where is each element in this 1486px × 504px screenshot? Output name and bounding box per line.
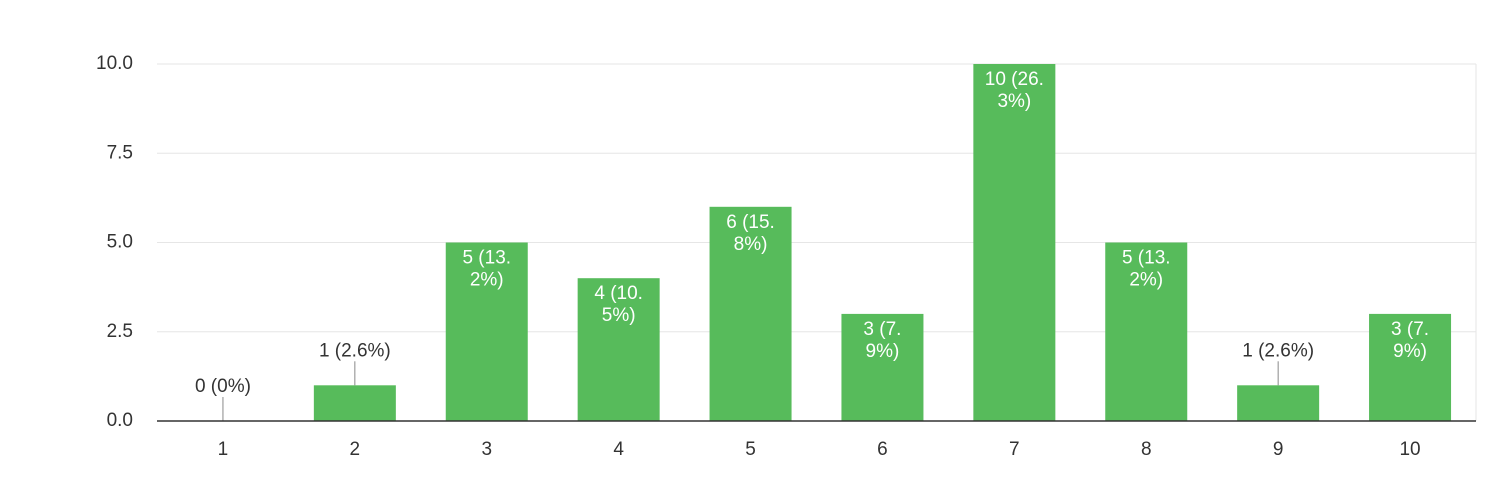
x-tick-label: 1 [218, 439, 229, 460]
value-label: 1 (2.6%) [1242, 340, 1314, 361]
y-tick-label: 7.5 [107, 142, 133, 163]
value-label-line: 10 (26. [985, 69, 1044, 90]
bar [973, 64, 1056, 421]
value-label-line: 3%) [997, 91, 1031, 112]
y-tick-label: 2.5 [107, 321, 133, 342]
x-tick-label: 2 [350, 439, 361, 460]
value-label-line: 3 (7. [863, 319, 901, 340]
bar [313, 385, 396, 421]
value-label: 4 (10. 5%) [594, 283, 643, 326]
bar [1105, 242, 1188, 421]
value-label-line: 5%) [602, 305, 636, 326]
value-label-line: 5 (13. [462, 248, 511, 269]
value-label-line: 2%) [470, 270, 504, 291]
value-label-line: 5 (13. [1122, 248, 1171, 269]
value-label-line: 9%) [866, 341, 900, 362]
value-label: 5 (13. 2%) [1122, 248, 1171, 291]
value-label: 3 (7. 9%) [1391, 319, 1429, 362]
bar [709, 206, 792, 421]
bar [1369, 313, 1452, 421]
y-tick-label: 10.0 [96, 53, 133, 74]
value-label-line: 6 (15. [726, 212, 775, 233]
value-label-line: 3 (7. [1391, 319, 1429, 340]
value-label: 5 (13. 2%) [462, 248, 511, 291]
value-label-line: 4 (10. [594, 283, 643, 304]
x-tick-label: 7 [1009, 439, 1020, 460]
value-label: 3 (7. 9%) [863, 319, 901, 362]
bar [1237, 385, 1320, 421]
x-tick-label: 5 [745, 439, 756, 460]
x-tick-label: 8 [1141, 439, 1152, 460]
value-label-line: 9%) [1393, 341, 1427, 362]
bar [841, 313, 924, 421]
bar [445, 242, 528, 421]
x-tick-label: 3 [481, 439, 492, 460]
value-label-line: 8%) [734, 234, 768, 255]
value-label: 6 (15. 8%) [726, 212, 775, 255]
x-tick-label: 9 [1273, 439, 1284, 460]
x-tick-label: 4 [613, 439, 624, 460]
bar [577, 278, 660, 421]
x-tick-label: 6 [877, 439, 888, 460]
value-label: 10 (26. 3%) [985, 69, 1044, 112]
value-label-line: 2%) [1129, 270, 1163, 291]
x-tick-label: 10 [1399, 439, 1420, 460]
y-tick-label: 0.0 [107, 410, 133, 431]
value-label: 1 (2.6%) [319, 340, 391, 361]
y-tick-label: 5.0 [107, 232, 133, 253]
value-label: 0 (0%) [195, 376, 251, 397]
